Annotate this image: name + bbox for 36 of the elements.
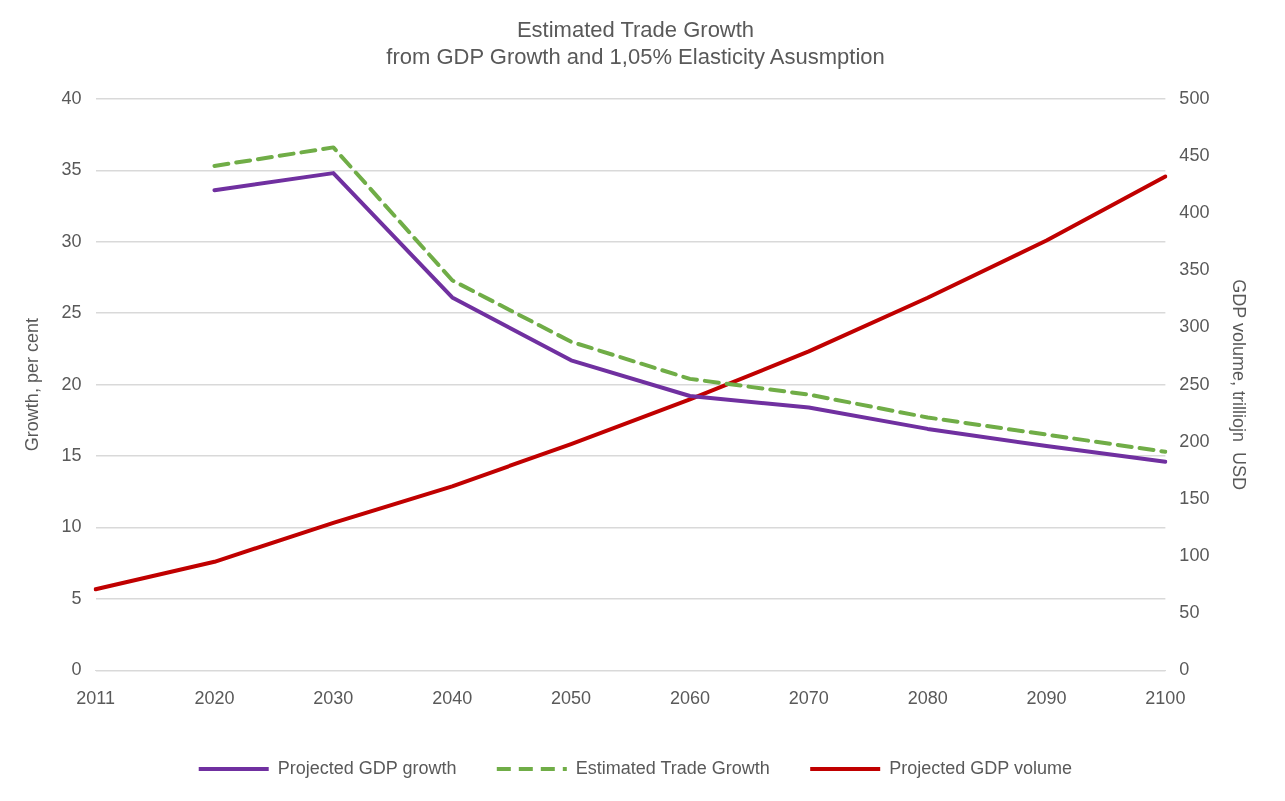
y2-tick-label: 150 [1179, 487, 1210, 508]
x-tick-label: 2070 [788, 688, 829, 709]
x-tick-label: 2060 [669, 688, 710, 709]
y-tick-label: 10 [61, 516, 82, 537]
x-tick-label: 2020 [194, 688, 235, 709]
y2-tick-label: 200 [1179, 430, 1210, 451]
y-tick-label: 40 [61, 87, 82, 108]
chart-title: Estimated Trade Growth from GDP Growth and 1,05% Elasticity Asusmption [386, 17, 885, 69]
y2-tick-label: 300 [1179, 316, 1210, 337]
y2-tick-label: 50 [1179, 602, 1200, 623]
x-tick-label: 2030 [313, 688, 354, 709]
y2-tick-label: 0 [1179, 659, 1190, 680]
y2-tick-label: 500 [1179, 87, 1210, 108]
y-tick-label: 15 [61, 445, 82, 466]
y-tick-label: 30 [61, 230, 82, 251]
y2-tick-label: 250 [1179, 373, 1210, 394]
y-axis-title: Growth, per cent [21, 318, 42, 452]
y-tick-label: 0 [71, 659, 82, 680]
x-tick-label: 2100 [1145, 688, 1186, 709]
y2-tick-label: 450 [1179, 144, 1210, 165]
y-tick-label: 20 [61, 373, 82, 394]
x-tick-label: 2040 [432, 688, 473, 709]
legend-label: Projected GDP growth [277, 757, 457, 778]
legend-label: Projected GDP volume [889, 757, 1072, 778]
y-tick-label: 5 [71, 587, 82, 608]
x-tick-label: 2090 [1026, 688, 1067, 709]
y2-axis-title: GDP volume, trilliojn USD [1229, 279, 1250, 490]
x-tick-label: 2050 [551, 688, 592, 709]
x-tick-label: 2080 [907, 688, 948, 709]
y2-tick-label: 400 [1179, 202, 1210, 223]
y-tick-label: 35 [61, 159, 82, 180]
legend-label: Estimated Trade Growth [575, 757, 770, 778]
x-tick-label: 2011 [76, 688, 115, 709]
y2-tick-label: 100 [1179, 545, 1210, 566]
y-tick-label: 25 [61, 302, 82, 323]
y2-tick-label: 350 [1179, 259, 1210, 280]
